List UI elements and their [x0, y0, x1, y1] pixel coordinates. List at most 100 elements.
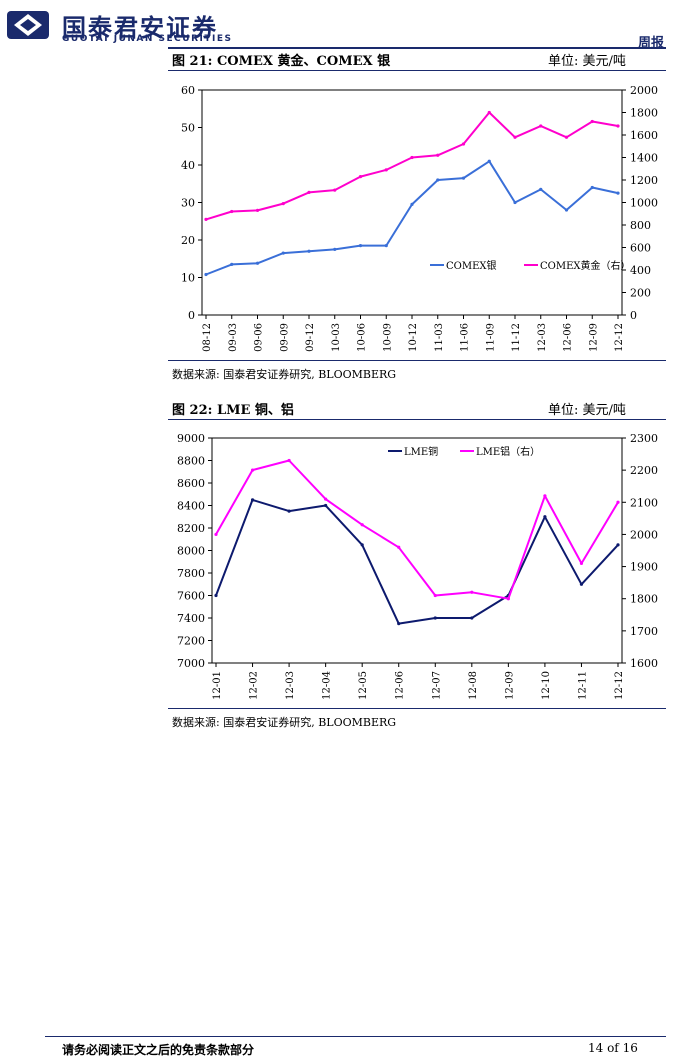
y-right-tick-label: 1600	[630, 657, 658, 670]
x-tick-label: 12-06	[395, 671, 406, 700]
y-right-tick-label: 600	[630, 242, 651, 255]
x-tick-label: 09-09	[279, 323, 290, 352]
x-tick-label: 12-04	[322, 671, 333, 700]
data-point-0	[487, 159, 491, 163]
series-line-0	[205, 160, 619, 276]
x-tick-label: 12-10	[541, 671, 552, 700]
y-right-tick-label: 2100	[630, 496, 658, 509]
data-point-0	[204, 272, 208, 277]
data-point-0	[436, 178, 440, 182]
y-right-tick-label: 1200	[630, 174, 658, 187]
data-point-1	[410, 155, 414, 160]
x-tick-label: 11-12	[511, 323, 522, 352]
data-point-1	[287, 458, 291, 463]
data-point-1	[539, 124, 543, 128]
x-tick-label: 12-03	[537, 323, 548, 352]
data-point-1	[358, 175, 363, 179]
data-point-1	[255, 208, 260, 212]
y-right-tick-label: 1800	[630, 107, 658, 120]
y-left-tick-label: 8200	[177, 522, 205, 535]
figure-21-top-rule	[168, 70, 666, 71]
data-point-1	[564, 135, 569, 139]
data-point-0	[358, 244, 363, 248]
data-point-0	[250, 498, 255, 502]
data-point-1	[470, 590, 474, 594]
data-point-1	[579, 561, 584, 565]
y-right-tick-label: 2200	[630, 464, 658, 477]
x-tick-label: 08-12	[202, 323, 213, 352]
y-left-tick-label: 8800	[177, 455, 205, 468]
series-line-0	[215, 498, 619, 625]
plot-frame	[211, 437, 623, 664]
x-tick-label: 11-09	[485, 323, 496, 352]
data-point-0	[384, 244, 388, 248]
data-point-1	[230, 209, 234, 214]
y-right-tick-label: 1600	[630, 129, 658, 142]
x-tick-label: 12-08	[468, 671, 479, 700]
figure-21-source: 数据来源: 国泰君安证券研究, BLOOMBERG	[172, 368, 397, 381]
y-right-tick-label: 2300	[630, 432, 658, 445]
y-left-tick-label: 9000	[177, 432, 205, 445]
figure-21-title: 图 21: COMEX 黄金、COMEX 银	[172, 54, 391, 69]
data-point-0	[579, 582, 584, 586]
data-point-0	[616, 191, 620, 195]
footer-rule	[45, 1036, 666, 1037]
figure-21-bottom-rule	[168, 360, 666, 361]
y-left-tick-label: 8600	[177, 477, 205, 490]
brand-name-en: GUOTAI JUNAN SECURITIES	[62, 34, 233, 44]
data-point-0	[287, 509, 291, 513]
data-point-0	[543, 515, 547, 519]
y-left-tick-label: 8400	[177, 500, 205, 513]
y-right-tick-label: 2000	[630, 528, 658, 541]
data-point-1	[324, 497, 328, 501]
figure-22-title: 图 22: LME 铜、铝	[172, 403, 294, 418]
data-point-0	[255, 261, 260, 265]
data-point-0	[307, 249, 311, 253]
figure-21-unit: 单位: 美元/吨	[548, 54, 626, 69]
data-point-1	[616, 500, 620, 504]
data-point-1	[214, 532, 218, 537]
x-tick-label: 12-09	[588, 323, 599, 352]
data-point-1	[307, 190, 311, 194]
x-tick-label: 09-06	[254, 323, 265, 352]
y-right-tick-label: 200	[630, 287, 651, 300]
x-tick-label: 12-12	[614, 671, 625, 700]
x-tick-label: 12-12	[614, 323, 625, 352]
company-logo-icon	[7, 11, 49, 39]
y-left-tick-label: 20	[181, 234, 195, 247]
y-right-tick-label: 1000	[630, 197, 658, 210]
x-tick-label: 11-03	[434, 323, 445, 352]
data-point-0	[230, 262, 234, 266]
data-point-0	[397, 622, 401, 626]
y-right-tick-label: 1800	[630, 593, 658, 606]
figure-22-top-rule	[168, 419, 666, 420]
page-header: 国泰君安证券 GUOTAI JUNAN SECURITIES 周报	[0, 0, 700, 51]
legend-label-0: LME铜	[404, 446, 438, 458]
y-left-tick-label: 7000	[177, 657, 205, 670]
y-left-tick-label: 30	[181, 197, 195, 210]
data-point-1	[506, 597, 510, 601]
data-point-1	[487, 110, 491, 115]
data-point-1	[513, 135, 517, 139]
y-left-tick-label: 0	[188, 309, 195, 322]
data-point-1	[250, 468, 255, 472]
x-tick-label: 12-02	[249, 671, 260, 700]
data-point-1	[333, 188, 337, 192]
data-point-1	[384, 168, 388, 172]
y-left-tick-label: 50	[181, 122, 195, 135]
y-left-tick-label: 60	[181, 84, 195, 97]
x-tick-label: 12-03	[285, 671, 296, 700]
data-point-1	[204, 217, 208, 221]
x-tick-label: 09-12	[305, 323, 316, 352]
x-tick-label: 09-03	[228, 323, 239, 352]
data-point-0	[433, 616, 437, 620]
data-point-0	[461, 176, 466, 180]
page-number: 14 of 16	[588, 1041, 638, 1055]
y-right-tick-label: 2000	[630, 84, 658, 97]
figure-22-source: 数据来源: 国泰君安证券研究, BLOOMBERG	[172, 716, 397, 729]
figure-21-chart: 0102030405060020040060080010001200140016…	[181, 84, 658, 352]
y-right-tick-label: 1900	[630, 561, 658, 574]
x-tick-label: 10-06	[357, 323, 368, 352]
data-point-1	[360, 523, 364, 527]
data-point-0	[360, 543, 364, 547]
